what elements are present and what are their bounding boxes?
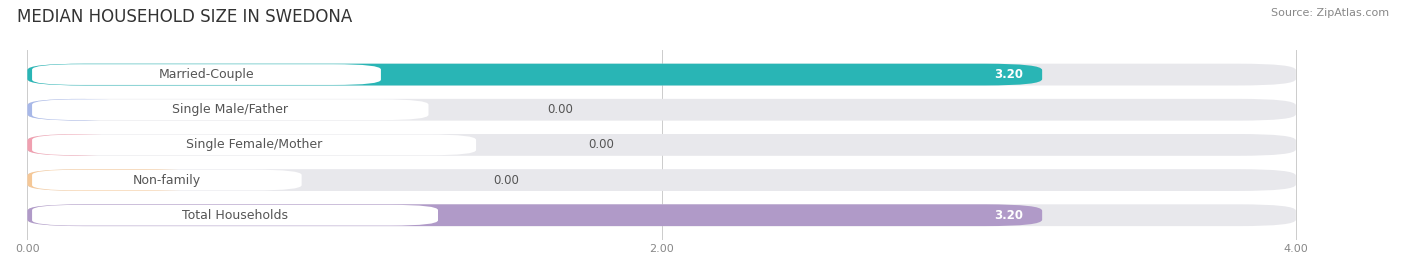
Text: Total Households: Total Households <box>181 209 288 222</box>
FancyBboxPatch shape <box>27 169 201 191</box>
Text: 3.20: 3.20 <box>994 68 1024 81</box>
FancyBboxPatch shape <box>32 99 429 120</box>
Text: Married-Couple: Married-Couple <box>159 68 254 81</box>
Text: Single Male/Father: Single Male/Father <box>173 103 288 116</box>
FancyBboxPatch shape <box>27 169 1296 191</box>
Text: Single Female/Mother: Single Female/Mother <box>186 139 322 151</box>
FancyBboxPatch shape <box>27 99 129 121</box>
FancyBboxPatch shape <box>27 204 1296 226</box>
FancyBboxPatch shape <box>27 134 1296 156</box>
Text: MEDIAN HOUSEHOLD SIZE IN SWEDONA: MEDIAN HOUSEHOLD SIZE IN SWEDONA <box>17 8 352 26</box>
FancyBboxPatch shape <box>27 64 1042 86</box>
Text: 0.00: 0.00 <box>589 139 614 151</box>
Text: 0.00: 0.00 <box>547 103 574 116</box>
FancyBboxPatch shape <box>32 170 302 190</box>
FancyBboxPatch shape <box>27 99 1296 121</box>
Text: 3.20: 3.20 <box>994 209 1024 222</box>
Text: Non-family: Non-family <box>132 174 201 187</box>
Text: 0.00: 0.00 <box>494 174 519 187</box>
FancyBboxPatch shape <box>32 64 381 85</box>
FancyBboxPatch shape <box>27 134 122 156</box>
FancyBboxPatch shape <box>27 204 1042 226</box>
FancyBboxPatch shape <box>32 205 439 226</box>
FancyBboxPatch shape <box>27 64 1296 86</box>
Text: Source: ZipAtlas.com: Source: ZipAtlas.com <box>1271 8 1389 18</box>
FancyBboxPatch shape <box>32 134 477 155</box>
